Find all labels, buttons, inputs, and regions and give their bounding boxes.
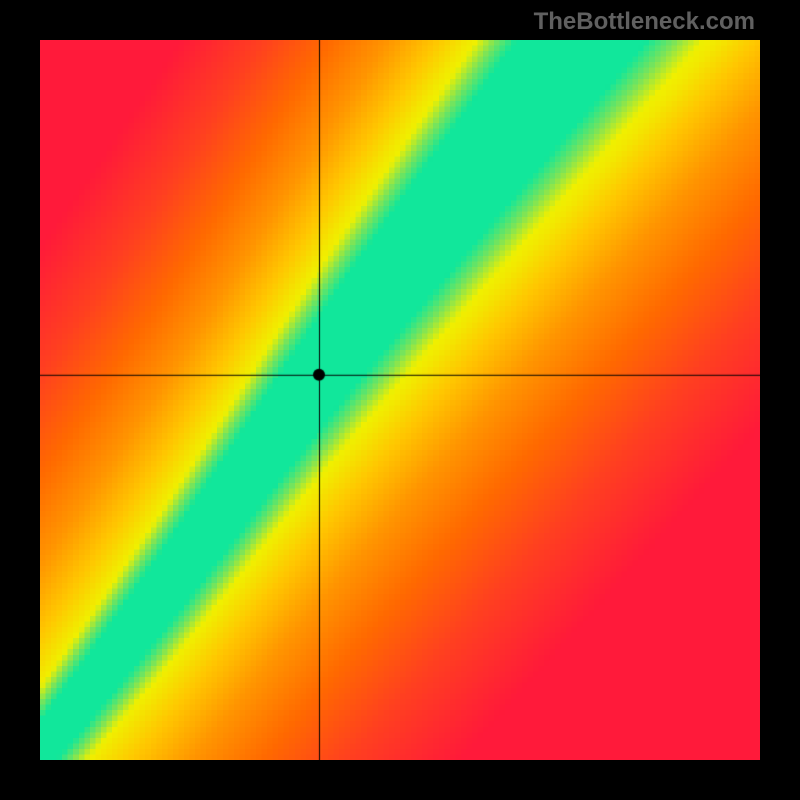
watermark: TheBottleneck.com [534, 8, 755, 36]
plot-area [40, 40, 760, 760]
overlay-canvas [40, 40, 760, 760]
chart-container: TheBottleneck.com [0, 0, 800, 800]
